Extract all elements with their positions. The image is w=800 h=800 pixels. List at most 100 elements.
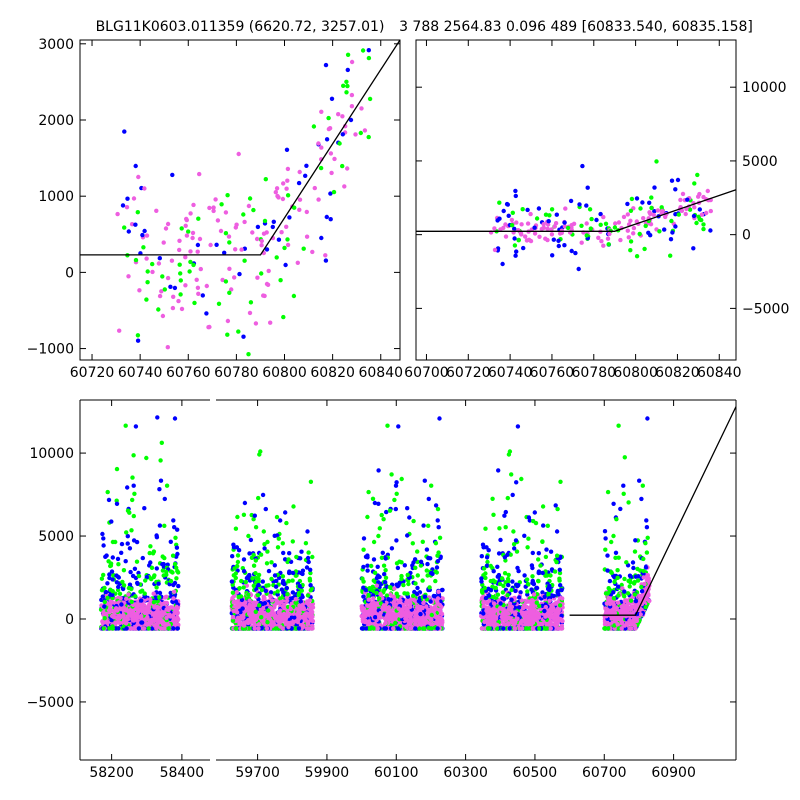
magenta-data-point [157,610,162,615]
green-data-point [262,218,268,224]
blue-data-point [415,585,420,591]
green-data-point [376,533,381,539]
blue-data-point [171,518,176,523]
magenta-data-point [297,207,302,212]
magenta-data-point [234,590,240,595]
green-data-point [281,314,286,320]
blue-data-point [323,62,329,68]
green-data-point [145,269,150,274]
green-data-point [399,576,404,582]
blue-data-point [393,506,398,512]
green-data-point [275,589,280,594]
green-data-point [436,550,441,555]
blue-data-point [172,285,178,291]
green-data-point [179,226,184,231]
blue-data-point [435,518,440,523]
magenta-data-point [349,104,355,109]
magenta-data-point [329,170,334,176]
y-tick-label: −1000 [27,342,74,358]
blue-data-point [376,468,381,473]
blue-data-point [270,224,275,230]
blue-data-point [548,549,554,554]
green-data-point [266,608,271,613]
green-data-point [144,297,149,302]
green-data-point [361,579,366,584]
green-data-point [274,514,280,520]
green-data-point [286,579,291,584]
magenta-data-point [396,606,401,611]
blue-data-point [425,561,430,567]
magenta-data-point [142,186,147,191]
magenta-data-point [523,234,528,239]
green-data-point [247,196,253,201]
magenta-data-point [124,596,129,601]
green-data-point [402,591,407,596]
green-data-point [282,245,287,251]
magenta-data-point [233,247,238,252]
green-data-point [534,216,540,221]
green-data-point [587,207,593,212]
blue-data-point [324,137,330,142]
green-data-point [654,159,659,164]
blue-data-point [306,559,311,565]
magenta-data-point [160,313,166,319]
blue-data-point [296,180,302,186]
blue-data-point [237,271,242,277]
green-data-point [394,491,399,496]
magenta-data-point [281,604,286,610]
green-data-point [505,495,510,501]
blue-data-point [513,253,518,258]
magenta-data-point [249,604,254,609]
green-data-point [110,626,116,631]
green-data-point [367,626,373,631]
magenta-data-point [365,603,370,609]
magenta-data-point [255,275,260,280]
y-tick-label: 2000 [38,113,74,129]
green-data-point [387,508,393,513]
blue-data-point [248,537,254,543]
blue-data-point [303,173,308,178]
green-data-point [358,130,363,136]
magenta-data-point [295,260,300,265]
magenta-data-point [282,616,288,621]
green-data-point [429,612,434,618]
magenta-data-point [279,230,284,235]
magenta-data-point [137,288,142,293]
blue-data-point [172,416,178,421]
top-right-axes-frame [415,39,737,361]
blue-data-point [128,569,133,575]
model-line [416,189,737,232]
green-data-point [296,592,301,598]
green-data-point [124,530,129,535]
x-tick-label: 60720 [446,365,491,381]
blue-data-point [290,570,296,576]
blue-data-point [328,217,333,222]
blue-data-point [214,242,219,247]
blue-data-point [324,214,329,220]
green-data-point [526,536,531,541]
blue-data-point [170,172,175,178]
blue-data-point [562,220,567,225]
blue-data-point [556,243,561,249]
blue-data-point [652,209,657,214]
x-tick-label: 60780 [572,365,617,381]
green-data-point [381,563,387,568]
magenta-data-point [621,214,627,220]
magenta-data-point [297,169,302,175]
magenta-data-point [171,294,176,299]
blue-data-point [380,550,385,555]
blue-data-point [513,188,518,194]
green-data-point [246,592,251,597]
green-data-point [129,599,134,604]
magenta-data-point [161,626,166,631]
green-data-point [99,576,105,581]
magenta-data-point [309,626,314,631]
magenta-data-point [438,615,444,621]
magenta-data-point [165,345,170,350]
blue-data-point [691,213,697,219]
green-data-point [612,225,618,230]
blue-data-point [433,503,439,508]
green-data-point [634,254,640,259]
x-tick-label: 60700 [404,365,449,381]
x-tick-label: 60820 [310,365,355,381]
